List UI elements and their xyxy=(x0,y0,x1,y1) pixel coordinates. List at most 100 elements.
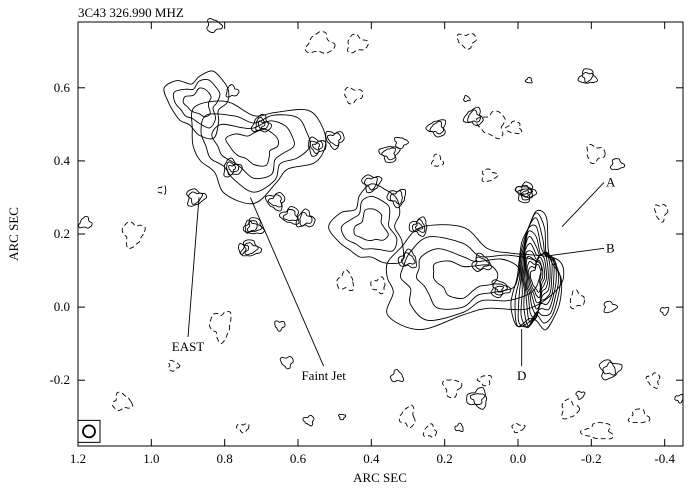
contour-noise-positive xyxy=(302,415,315,427)
contour-upper-east-lobe xyxy=(172,78,221,129)
contour-negative xyxy=(476,375,492,387)
contour-noise-positive xyxy=(454,422,464,432)
contour-knot xyxy=(264,191,286,212)
contour-knot xyxy=(467,109,482,123)
contour-negative xyxy=(370,276,386,295)
x-tick-label: 0.6 xyxy=(290,451,307,466)
contour-knot xyxy=(495,285,505,293)
plot-frame xyxy=(77,21,684,447)
contour-noise-positive xyxy=(582,71,594,83)
contour-knot xyxy=(257,120,266,129)
contour-east-lobe xyxy=(191,100,327,205)
contour-noise-positive xyxy=(519,184,532,195)
contour-knot xyxy=(408,216,428,237)
contour-noise-positive xyxy=(674,393,684,404)
contour-knot xyxy=(282,209,299,221)
contour-main-core-knot xyxy=(510,209,563,331)
contour-negative xyxy=(304,31,336,54)
contour-noise-positive xyxy=(389,369,405,383)
contour-knot xyxy=(242,217,265,235)
contour-noise-positive xyxy=(603,300,619,314)
contour-knot xyxy=(397,248,417,269)
contour-jet-body xyxy=(415,248,520,310)
contour-east-lobe xyxy=(200,113,311,193)
contour-knot xyxy=(429,120,445,135)
contour-knot xyxy=(267,194,283,208)
contour-jet-body xyxy=(400,236,542,321)
contour-negative xyxy=(398,404,416,429)
contour-knot xyxy=(240,239,262,257)
y-tick-label: -0.2 xyxy=(49,372,70,387)
contour-negative xyxy=(422,423,438,438)
contour-negative xyxy=(344,86,364,105)
contour-noise-positive xyxy=(244,219,258,234)
contour-main-core-knot xyxy=(528,260,544,299)
contour-noise-positive xyxy=(279,355,294,370)
contour-knot xyxy=(228,164,237,173)
contour-knot xyxy=(250,114,272,133)
annotation-label-a: A xyxy=(606,174,616,189)
contour-main-core-knot xyxy=(514,212,562,328)
contour-noise-positive xyxy=(337,413,347,421)
x-tick-label: -0.4 xyxy=(654,451,675,466)
contour-knot xyxy=(363,176,378,191)
contour-noise-positive xyxy=(237,242,250,255)
contour-knot xyxy=(378,145,401,163)
y-tick-label: 0.0 xyxy=(54,299,70,314)
contour-knot xyxy=(411,219,426,233)
contour-negative xyxy=(236,423,250,434)
x-tick-label: 0.4 xyxy=(363,451,380,466)
contour-negative xyxy=(121,221,146,250)
contour-knot xyxy=(243,242,259,256)
contour-noise-positive xyxy=(577,68,598,84)
contour-faint-jet-knots xyxy=(340,195,398,252)
contour-upper-east-lobe xyxy=(182,87,212,118)
contour-upper-east-lobe xyxy=(163,70,230,140)
annotation-leader-faint-jet xyxy=(249,197,325,367)
contour-negative xyxy=(511,422,526,434)
contour-knot xyxy=(462,106,484,126)
contour-negative xyxy=(586,143,606,164)
contour-knot xyxy=(492,283,508,296)
contour-knot xyxy=(471,252,493,272)
contour-noise-positive xyxy=(463,94,471,103)
contour-noise-positive xyxy=(659,306,670,316)
contour-main-core-knot xyxy=(529,264,542,293)
contour-knot xyxy=(255,116,269,131)
annotation-label-east: EAST xyxy=(172,339,205,354)
beam-box xyxy=(77,419,101,443)
contour-negative xyxy=(561,398,581,420)
contour-noise-positive xyxy=(598,359,623,381)
x-tick-label: 0.8 xyxy=(217,451,233,466)
x-tick-label: -0.2 xyxy=(581,451,602,466)
contour-east-lobe xyxy=(211,120,295,180)
contour-noise-positive xyxy=(206,18,223,34)
contour-negative xyxy=(347,33,369,54)
contour-knot xyxy=(474,256,490,270)
contour-knot xyxy=(188,191,204,205)
annotation-leader-b xyxy=(547,247,605,257)
contour-main-core-knot xyxy=(526,256,546,304)
beam-ellipse xyxy=(82,424,96,439)
contour-negative xyxy=(504,120,523,135)
contour-knot xyxy=(425,119,447,138)
contour-noise-positive xyxy=(575,390,586,400)
contour-knot xyxy=(226,161,240,176)
contour-noise-positive xyxy=(274,320,286,332)
contour-main-core-knot xyxy=(517,217,560,328)
annotation-leader-a xyxy=(561,182,605,227)
contour-negative xyxy=(481,168,499,183)
contour-negative xyxy=(653,203,669,223)
contour-knot xyxy=(389,190,403,205)
contour-knot xyxy=(326,132,342,147)
contour-knot xyxy=(325,131,345,151)
contour-knot xyxy=(223,157,243,178)
contour-noise-positive xyxy=(77,215,93,229)
contour-negative xyxy=(168,359,181,372)
contour-knot xyxy=(386,188,407,209)
contour-knot xyxy=(299,212,313,227)
contour-layer xyxy=(77,18,684,443)
x-axis-title: ARC SEC xyxy=(353,470,407,485)
x-tick-label: 1.2 xyxy=(70,451,86,466)
